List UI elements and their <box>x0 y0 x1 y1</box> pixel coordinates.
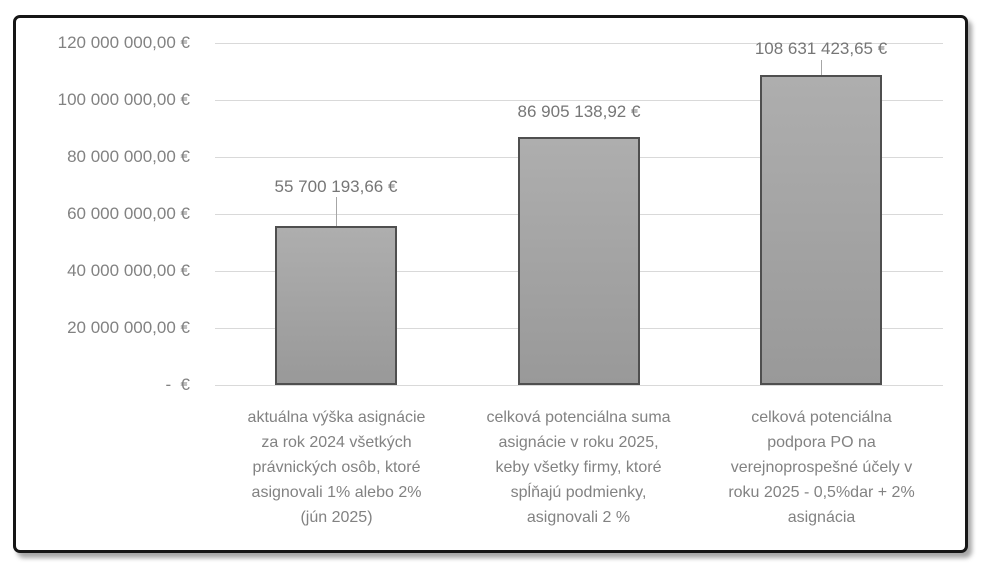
gridline-100m <box>215 100 943 101</box>
bar-series-2 <box>518 137 640 385</box>
category-label: celková potenciálna suma asignácie v rok… <box>486 409 671 526</box>
y-axis-tick: 40 000 000,00 € <box>67 261 190 280</box>
bar-data-label: 55 700 193,66 € <box>274 177 398 196</box>
bar-series-3 <box>760 75 882 385</box>
y-axis-tick: 60 000 000,00 € <box>67 204 190 223</box>
bar-data-label: 108 631 423,65 € <box>754 39 888 58</box>
category-label: aktuálna výška asignácie za rok 2024 vše… <box>247 409 426 526</box>
y-axis-tick: - € <box>165 375 190 394</box>
gridline-120m <box>215 43 943 44</box>
y-axis-tick: 20 000 000,00 € <box>67 318 190 337</box>
bar-series-1 <box>275 226 397 385</box>
y-axis-tick: 100 000 000,00 € <box>57 90 190 109</box>
bar-chart: 120 000 000,00 € 100 000 000,00 € 80 000… <box>16 18 965 550</box>
bar-data-label: 86 905 138,92 € <box>517 102 641 121</box>
x-axis-baseline <box>215 385 943 386</box>
leader-line-bar1 <box>336 197 337 226</box>
leader-line-bar3 <box>821 60 822 75</box>
y-axis-tick: 80 000 000,00 € <box>67 147 190 166</box>
y-axis-tick: 120 000 000,00 € <box>57 33 190 52</box>
chart-frame: 120 000 000,00 € 100 000 000,00 € 80 000… <box>13 15 968 553</box>
category-label: celková potenciálna podpora PO na verejn… <box>728 409 915 526</box>
